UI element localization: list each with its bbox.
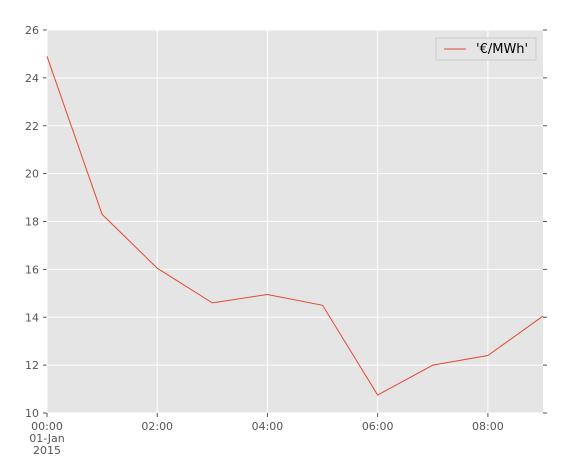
- y-tick-label: 26: [25, 24, 39, 37]
- y-tick-label: 14: [25, 311, 39, 324]
- y-tick-label: 12: [25, 359, 39, 372]
- x-tick-label: 04:00: [252, 420, 284, 433]
- legend-label: '€/MWh': [476, 42, 528, 57]
- x-tick-label: 06:00: [362, 420, 394, 433]
- x-tick-sublabel: 2015: [33, 444, 61, 457]
- y-tick-label: 20: [25, 168, 39, 181]
- y-tick-label: 16: [25, 263, 39, 276]
- legend-box: [435, 37, 537, 61]
- x-tick-label: 00:00: [31, 420, 63, 433]
- y-tick-label: 10: [25, 407, 39, 420]
- x-tick-sublabel: 01-Jan: [29, 432, 65, 445]
- x-tick-label: 02:00: [141, 420, 173, 433]
- y-tick-label: 22: [25, 120, 39, 133]
- data-line: [46, 56, 544, 396]
- y-tick-label: 24: [25, 72, 39, 85]
- x-tick-label: 08:00: [472, 420, 504, 433]
- y-tick-label: 18: [25, 216, 39, 229]
